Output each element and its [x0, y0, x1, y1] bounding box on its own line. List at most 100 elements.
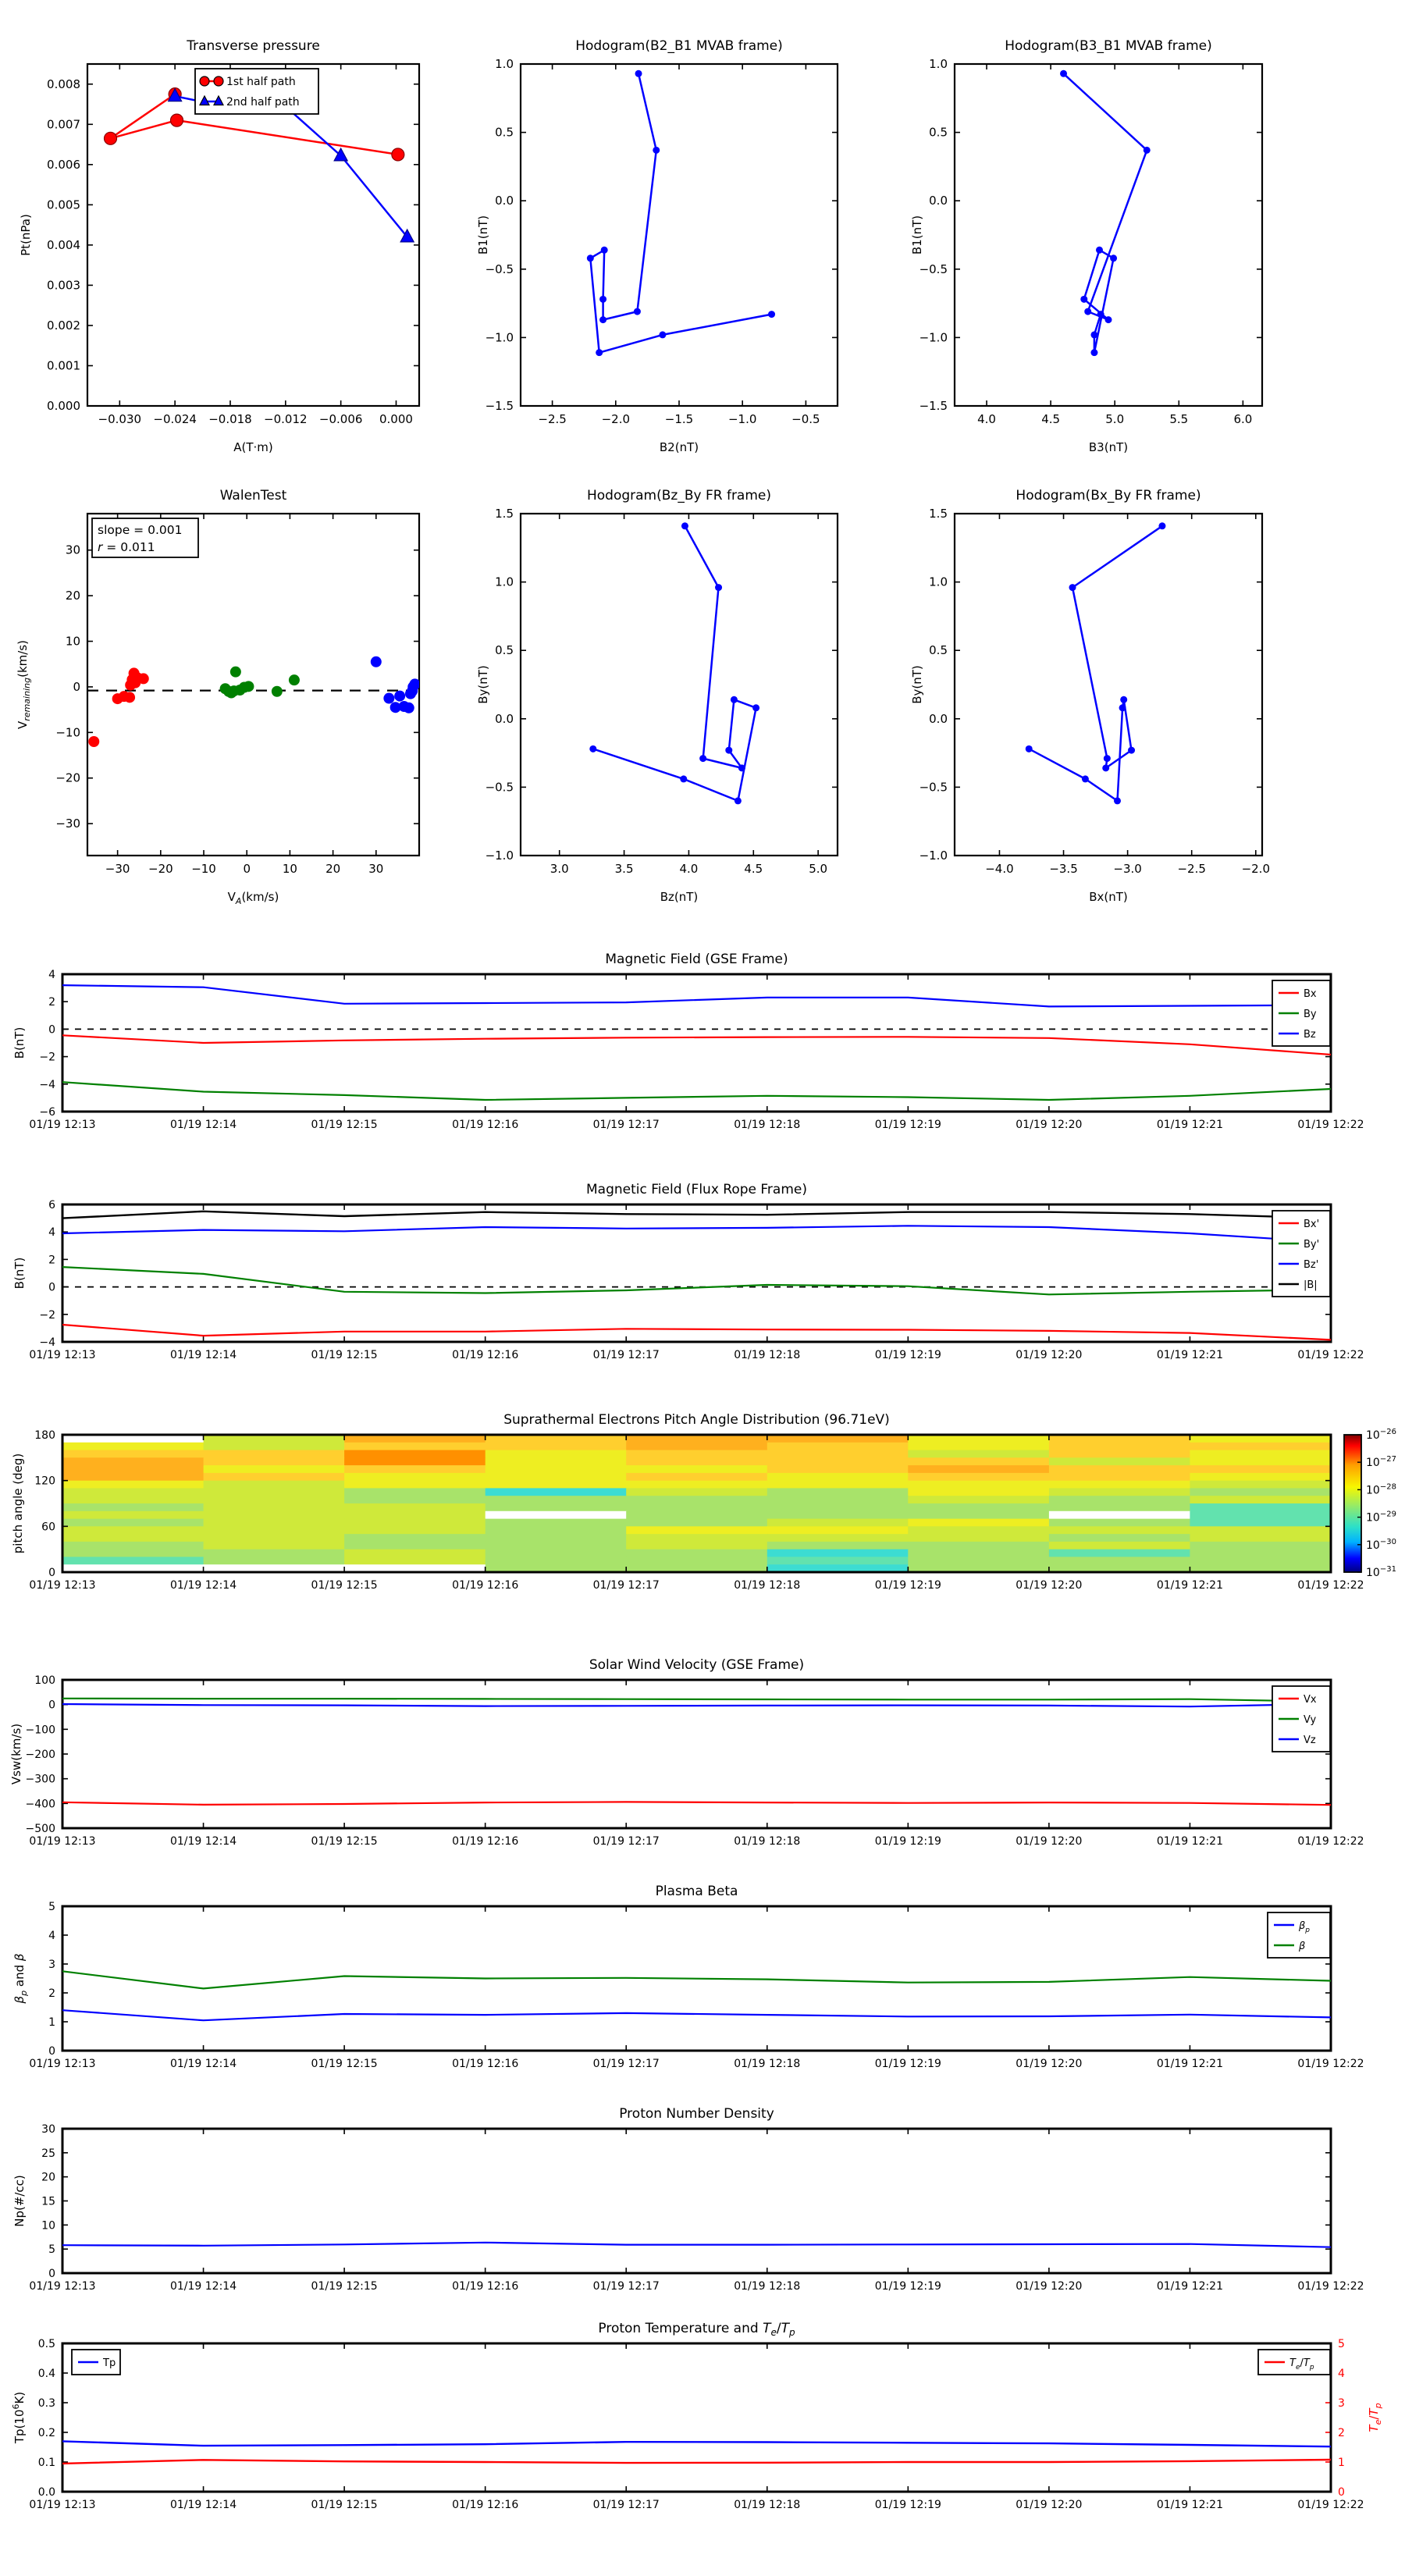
solar-wind-y-tick-label: 100	[34, 1674, 55, 1687]
proton-density-x-tick-label: 01/19 12:14	[170, 2280, 237, 2293]
hodogram-b2-b1: −2.5 −2.0 −1.5 −1.0 −0.5 −1.5 −1.0 −0.5 0.0 0.5 1.…	[476, 38, 839, 454]
plasma-beta-x-tick-label: 01/19 12:13	[29, 2058, 95, 2070]
hodogram-b2-b1-y-tick-label: −1.5	[486, 399, 514, 413]
mag-fr-series-Bmag	[62, 1210, 1331, 1219]
hodogram-b2-b1-y-axis-label: B1(nT)	[476, 215, 490, 254]
proton-density-x-tick-label: 01/19 12:13	[29, 2280, 95, 2293]
plasma-beta-x-tick-label: 01/19 12:20	[1016, 2058, 1082, 2070]
pitch-angle-colorbar-label: 10−28	[1366, 1482, 1396, 1496]
hodogram-b3-b1-y-tick-label: −1.0	[919, 330, 948, 344]
plasma-beta-y-tick-label: 0	[48, 2045, 55, 2058]
mag-gse-y-tick-label: −2	[39, 1051, 55, 1064]
solar-wind-x-tick-label: 01/19 12:22	[1297, 1835, 1364, 1848]
proton-density-y-tick-label: 0	[48, 2268, 55, 2280]
proton-temp-y-tick-label: 0.5	[38, 2338, 55, 2350]
proton-temp-right-axis-label: Te/Tp	[1367, 2403, 1383, 2432]
pitch-angle-x-tick-label: 01/19 12:20	[1016, 1579, 1082, 1592]
walen-test-annotation-line: slope = 0.001	[98, 523, 182, 537]
mag-gse-y-tick-label: −6	[39, 1106, 55, 1119]
pitch-angle-title: Suprathermal Electrons Pitch Angle Distr…	[503, 1412, 890, 1428]
plasma-beta-x-tick-label: 01/19 12:21	[1157, 2058, 1223, 2070]
mag-gse-x-tick-label: 01/19 12:13	[29, 1119, 95, 1131]
hodogram-bz-by-x-tick-label: 3.0	[550, 862, 569, 876]
walen-test-annotation-line: r = 0.011	[98, 540, 155, 554]
proton-density-x-tick-label: 01/19 12:20	[1016, 2280, 1082, 2293]
hodogram-b3-b1: 4.0 4.5 5.0 5.5 6.0 −1.5 −1.0 −0.5 0.0 0.5 1.0 Hodo…	[910, 38, 1264, 454]
pitch-angle-y-tick-label: 0	[48, 1567, 55, 1579]
mag-gse-x-tick-label: 01/19 12:22	[1297, 1119, 1364, 1131]
solar-wind-x-tick-label: 01/19 12:13	[29, 1835, 95, 1848]
hodogram-bz-by-series-bz-by-path	[589, 522, 760, 805]
hodogram-bz-by-x-axis-label: Bz(nT)	[660, 890, 699, 904]
hodogram-bx-by-x-axis-label: Bx(nT)	[1089, 890, 1128, 904]
solar-wind-legend-label: Vz	[1304, 1735, 1316, 1746]
proton-temp-right-ticks: 0 1 2 3 4 5 Te/Tp	[1325, 2338, 1383, 2499]
hodogram-b3-b1-x-tick-label: 4.5	[1041, 412, 1060, 426]
mag-fr-title: Magnetic Field (Flux Rope Frame)	[586, 1182, 807, 1197]
plasma-beta-legend: βp β	[1267, 1912, 1331, 1959]
transverse-pressure-legend: 1st half path 2nd half path	[194, 68, 319, 115]
proton-density-y-tick-label: 10	[41, 2219, 55, 2232]
proton-density-y-tick-label: 30	[41, 2123, 55, 2136]
mag-fr-x-tick-label: 01/19 12:17	[593, 1349, 660, 1361]
mag-fr-x-tick-label: 01/19 12:20	[1016, 1349, 1082, 1361]
transverse-pressure-y-tick-label: 0.002	[47, 318, 80, 333]
hodogram-bz-by-frame	[519, 512, 839, 857]
walen-test-series-walen-red	[88, 667, 149, 747]
transverse-pressure-y-axis-label: Pt(nPa)	[19, 214, 33, 256]
hodogram-b2-b1-y-tick-label: 0.5	[495, 126, 514, 140]
hodogram-bx-by-frame	[953, 512, 1264, 857]
transverse-pressure-title: Transverse pressure	[186, 38, 320, 54]
solar-wind-x-tick-label: 01/19 12:19	[875, 1835, 941, 1848]
plasma-beta-frame	[61, 1905, 1332, 2052]
proton-temp-y-tick-label: 0.2	[38, 2427, 55, 2439]
proton-temp-x-tick-label: 01/19 12:15	[311, 2499, 378, 2511]
hodogram-bz-by-x-tick-label: 4.5	[744, 862, 763, 876]
proton-density-x-tick-label: 01/19 12:17	[593, 2280, 660, 2293]
transverse-pressure-y-tick-label: 0.001	[47, 358, 80, 372]
plasma-beta-x-tick-label: 01/19 12:19	[875, 2058, 941, 2070]
mag-fr: 01/19 12:13 01/19 12:14 01/19 12:15 01/19 1…	[12, 1182, 1364, 1361]
mag-gse-x-tick-label: 01/19 12:19	[875, 1119, 941, 1131]
mag-gse-x-tick-label: 01/19 12:21	[1157, 1119, 1223, 1131]
solar-wind-y-tick-label: 0	[48, 1699, 55, 1712]
walen-test-series-walen-blue	[370, 656, 419, 713]
hodogram-bz-by-title: Hodogram(Bz_By FR frame)	[587, 488, 771, 503]
walen-test-x-tick-label: 10	[283, 862, 297, 876]
proton-density-y-axis-label: Np(#/cc)	[12, 2175, 27, 2227]
mag-fr-legend: Bx' By' Bz' |B|	[1272, 1210, 1331, 1297]
solar-wind-series-Vz	[62, 1703, 1331, 1708]
transverse-pressure-legend-label: 2nd half path	[226, 96, 300, 109]
solar-wind-y-axis-label: Vsw(km/s)	[9, 1724, 23, 1784]
mag-gse-x-tick-label: 01/19 12:20	[1016, 1119, 1082, 1131]
hodogram-b2-b1-y-tick-label: 1.0	[495, 57, 514, 71]
proton-temp-x-tick-label: 01/19 12:16	[452, 2499, 518, 2511]
hodogram-bz-by-x-tick-label: 3.5	[615, 862, 634, 876]
walen-test-y-tick-label: 20	[66, 589, 80, 603]
proton-temp-y-tick-label: 0.1	[38, 2457, 55, 2469]
mag-fr-x-tick-label: 01/19 12:22	[1297, 1349, 1364, 1361]
mag-fr-x-tick-label: 01/19 12:21	[1157, 1349, 1223, 1361]
plasma-beta: 01/19 12:13 01/19 12:14 01/19 12:15 01/19 1…	[12, 1884, 1364, 2070]
walen-test-y-tick-label: 10	[66, 635, 80, 649]
mag-fr-y-tick-label: 0	[48, 1282, 55, 1294]
mag-gse-x-tick-label: 01/19 12:17	[593, 1119, 660, 1131]
proton-density-y-tick-label: 5	[48, 2243, 55, 2256]
proton-temp-right-tick-label: 2	[1338, 2427, 1345, 2439]
solar-wind: 01/19 12:13 01/19 12:14 01/19 12:15 01/19 1…	[9, 1657, 1364, 1848]
hodogram-bz-by-x-tick-label: 4.0	[679, 862, 698, 876]
solar-wind-y-tick-label: −500	[26, 1823, 55, 1835]
hodogram-bx-by-x-tick-label: −3.5	[1049, 862, 1077, 876]
mag-gse-x-ticks: 01/19 12:13 01/19 12:14 01/19 12:15 01/19 1…	[29, 974, 1364, 1131]
mag-gse-legend-label: Bx	[1304, 988, 1317, 1000]
hodogram-bz-by-y-tick-label: 1.0	[495, 575, 514, 589]
solar-wind-y-tick-label: −100	[26, 1724, 55, 1736]
mag-gse-y-tick-label: 0	[48, 1023, 55, 1036]
walen-test-y-axis-label: Vremaining(km/s)	[16, 640, 32, 729]
mag-gse-x-tick-label: 01/19 12:14	[170, 1119, 237, 1131]
mag-fr-legend-label: By'	[1304, 1239, 1319, 1251]
proton-temp-right-tick-label: 1	[1338, 2457, 1345, 2469]
walen-test-y-ticks: −30 −20 −10 0 10 20 30	[55, 543, 419, 831]
transverse-pressure-x-tick-label: −0.030	[98, 412, 142, 426]
